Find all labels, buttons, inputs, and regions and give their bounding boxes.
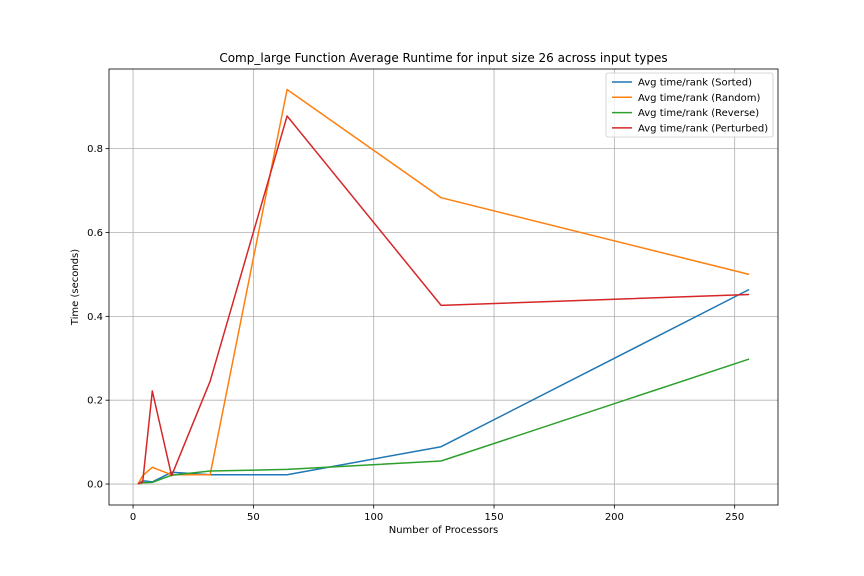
x-tick-label: 200 [605,512,624,523]
y-tick-label: 0.8 [87,144,103,155]
chart-title: Comp_large Function Average Runtime for … [219,51,667,65]
x-tick-label: 150 [484,512,503,523]
y-tick-label: 0.2 [87,396,103,407]
grid [109,69,778,505]
series-layer [137,88,750,485]
x-tick-label: 100 [364,512,383,523]
x-axis-label: Number of Processors [389,525,499,536]
legend-label: Avg time/rank (Sorted) [638,78,752,89]
x-axis: 0 50 100 150 200 250 [130,505,744,523]
x-tick-label: 250 [725,512,744,523]
x-tick-label: 50 [247,512,260,523]
y-tick-label: 0.4 [87,312,103,323]
series-line [137,88,750,485]
y-axis: 0.0 0.2 0.4 0.6 0.8 [87,144,109,491]
legend-label: Avg time/rank (Reverse) [638,108,759,119]
legend-label: Avg time/rank (Perturbed) [638,123,768,134]
series-line [137,115,750,485]
legend-label: Avg time/rank (Random) [638,93,761,104]
series-line [137,358,750,485]
y-axis-label: Time (seconds) [70,249,81,326]
legend-box [605,72,774,138]
legend: Avg time/rank (Sorted) Avg time/rank (Ran… [605,72,774,138]
y-tick-label: 0.6 [87,228,103,239]
plot-frame [108,68,779,506]
y-tick-label: 0.0 [87,480,103,491]
x-tick-label: 0 [130,512,136,523]
